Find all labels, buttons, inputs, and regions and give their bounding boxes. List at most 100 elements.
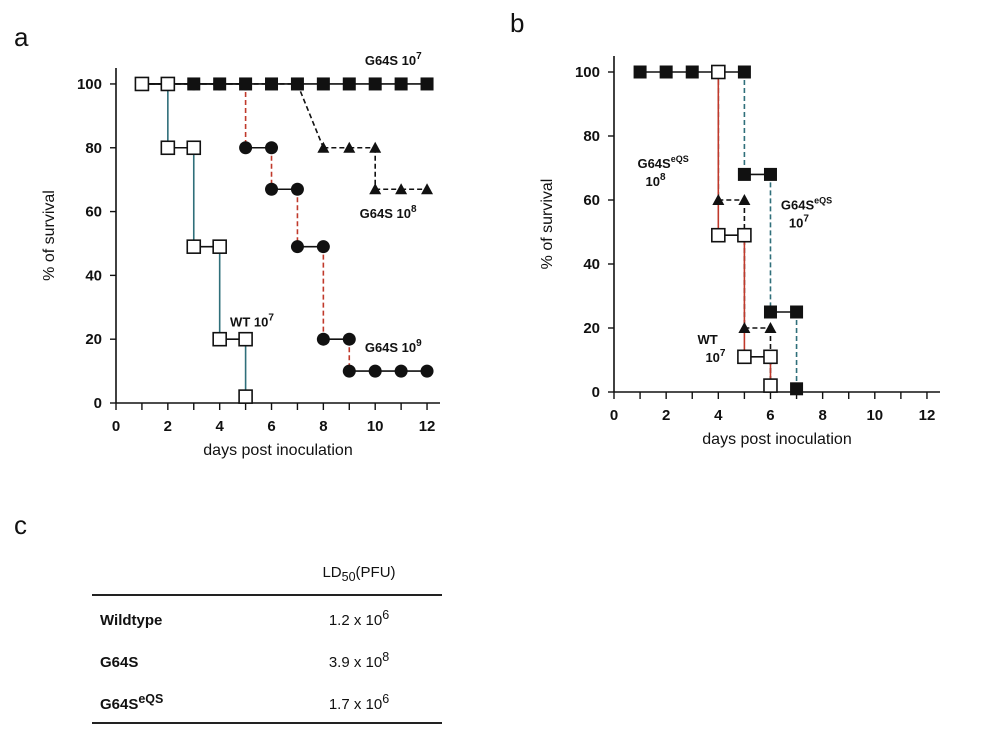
data-point-open-square bbox=[737, 349, 752, 365]
y-tick-label: 80 bbox=[85, 140, 102, 157]
y-tick-label: 100 bbox=[575, 64, 600, 81]
data-point-circle bbox=[239, 141, 253, 155]
annotation-base: G64S 10 bbox=[365, 53, 416, 68]
x-tick-label: 4 bbox=[216, 418, 225, 435]
x-axis-title: days post inoculation bbox=[702, 431, 851, 448]
data-point-triangle bbox=[764, 322, 777, 333]
data-point-triangle bbox=[369, 183, 382, 195]
x-tick-label: 8 bbox=[319, 418, 327, 435]
annotation-base: G64S bbox=[781, 198, 815, 213]
x-tick-label: 10 bbox=[866, 407, 883, 424]
data-point-circle bbox=[265, 141, 279, 155]
data-point-open-square bbox=[711, 227, 726, 243]
y-tick-label: 100 bbox=[77, 76, 102, 93]
data-point-circle bbox=[290, 182, 304, 196]
series-annotation: G64S 108 bbox=[360, 204, 417, 221]
ld50-suffix: (PFU) bbox=[355, 564, 396, 581]
data-point-triangle bbox=[265, 77, 278, 89]
series-annotation: G64S 109 bbox=[365, 338, 422, 355]
data-point-circle bbox=[316, 240, 330, 254]
annotation-line2: 10 bbox=[789, 216, 803, 231]
data-point-open-square bbox=[186, 140, 202, 156]
ld50-base: LD bbox=[322, 564, 342, 581]
annotation-line2: 10 bbox=[705, 350, 719, 365]
series-annotation: WT 107 bbox=[230, 312, 274, 329]
annotation-exp: 7 bbox=[416, 51, 422, 62]
data-point-open-square bbox=[238, 331, 253, 347]
data-point-square bbox=[763, 305, 777, 319]
x-tick-label: 8 bbox=[818, 407, 826, 424]
row-label: Wildtype bbox=[100, 611, 163, 629]
annotation-exp: 7 bbox=[268, 312, 274, 323]
x-tick-label: 6 bbox=[267, 418, 275, 435]
data-point-circle bbox=[316, 332, 330, 346]
annotation-base: WT 10 bbox=[230, 314, 268, 329]
data-point-open-square bbox=[238, 389, 253, 404]
data-point-circle bbox=[368, 364, 382, 378]
annotation-base: G64S bbox=[637, 156, 671, 171]
data-point-open-square bbox=[212, 331, 227, 347]
row-label: G64S bbox=[100, 653, 139, 671]
survival-chart-a: 0 2 4 6 8 10 12 0 20 40 60 80 100 days post inoculati… bbox=[41, 51, 440, 459]
data-point-circle bbox=[342, 332, 356, 346]
annotation-base: WT bbox=[697, 332, 717, 347]
data-point-square bbox=[790, 382, 804, 396]
panel-label-b: b bbox=[510, 8, 525, 38]
series-annotation: G64SeQS 108 bbox=[637, 154, 688, 189]
data-point-circle bbox=[187, 77, 201, 91]
data-point-circle bbox=[342, 364, 356, 378]
data-point-square bbox=[737, 167, 751, 181]
data-point-circle bbox=[394, 364, 408, 378]
data-point-triangle bbox=[343, 141, 356, 153]
annotation-sup: eQS bbox=[671, 154, 689, 164]
y-tick-label: 40 bbox=[85, 267, 102, 284]
panel-label-a: a bbox=[14, 22, 29, 52]
x-tick-label: 2 bbox=[164, 418, 172, 435]
y-tick-label: 40 bbox=[583, 256, 600, 273]
x-tick-label: 4 bbox=[714, 407, 723, 424]
data-point-square bbox=[316, 77, 330, 91]
data-point-open-square bbox=[212, 239, 227, 254]
data-point-open-square bbox=[763, 349, 778, 365]
row-value: 1.7 x 106 bbox=[276, 680, 442, 724]
y-tick-label: 80 bbox=[583, 128, 600, 145]
data-point-square bbox=[368, 77, 382, 91]
data-point-triangle bbox=[369, 141, 382, 153]
data-point-circle bbox=[290, 240, 304, 254]
series-annotation: G64S 107 bbox=[365, 51, 422, 68]
row-label: G64SeQS bbox=[92, 680, 276, 724]
data-point-open-square bbox=[160, 140, 176, 156]
x-tick-label: 0 bbox=[112, 418, 120, 435]
y-axis-title: % of survival bbox=[539, 179, 556, 270]
y-tick-label: 0 bbox=[592, 384, 600, 401]
annotation-exp2: 8 bbox=[660, 172, 666, 183]
annotation-exp2: 7 bbox=[803, 214, 809, 225]
data-point-triangle bbox=[291, 77, 304, 89]
annotation-exp: 8 bbox=[411, 204, 417, 215]
y-tick-label: 20 bbox=[583, 320, 600, 337]
data-point-triangle bbox=[738, 322, 751, 333]
y-tick-label: 60 bbox=[85, 204, 102, 221]
annotation-base: G64S 10 bbox=[365, 340, 416, 355]
data-point-circle bbox=[239, 77, 253, 91]
table-row: Wildtype 1.2 x 106 bbox=[92, 595, 442, 638]
y-tick-label: 60 bbox=[583, 192, 600, 209]
data-point-square bbox=[342, 77, 356, 91]
data-point-square bbox=[420, 77, 434, 91]
data-point-open-square bbox=[763, 378, 778, 393]
data-point-square bbox=[394, 77, 408, 91]
data-point-open-square bbox=[737, 227, 752, 243]
data-point-square bbox=[633, 65, 647, 79]
data-point-circle bbox=[213, 77, 227, 91]
data-point-circle bbox=[420, 364, 434, 378]
data-point-triangle bbox=[395, 183, 408, 195]
data-point-open-square bbox=[160, 76, 176, 92]
y-tick-label: 0 bbox=[94, 395, 102, 412]
ld50-table: LD50(PFU) Wildtype 1.2 x 106 G64S 3.9 x … bbox=[92, 558, 442, 724]
data-point-circle bbox=[265, 182, 279, 196]
ld50-sub: 50 bbox=[341, 570, 356, 584]
data-point-open-square bbox=[186, 239, 202, 254]
data-point-triangle bbox=[738, 194, 751, 205]
row-value: 1.2 x 106 bbox=[328, 607, 390, 629]
